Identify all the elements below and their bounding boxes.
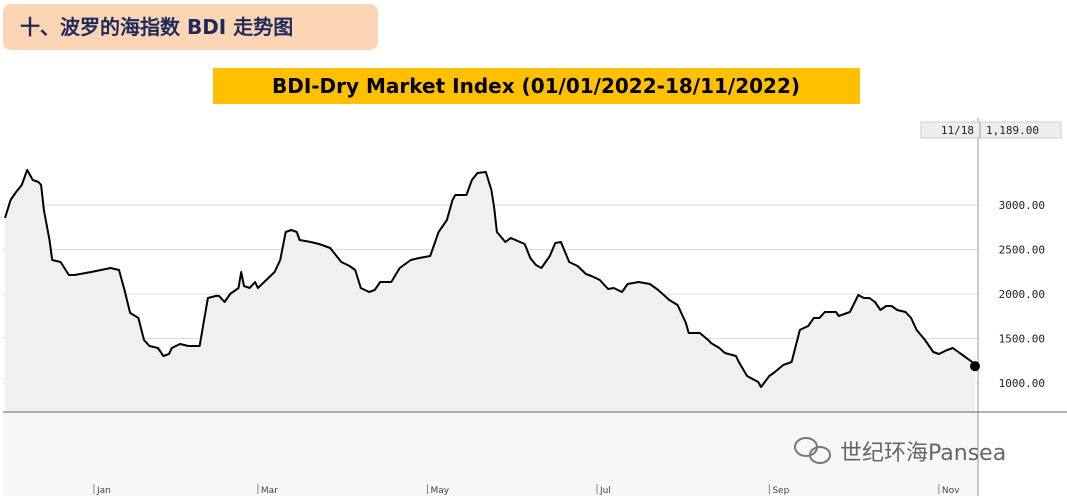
last-point xyxy=(970,361,980,372)
x-tick-label: Nov xyxy=(942,486,960,496)
x-tick-label: Jul xyxy=(599,486,611,496)
header-title: 十、波罗的海指数 BDI 走势图 xyxy=(20,15,293,39)
y-tick-label: 2500.00 xyxy=(999,243,1045,256)
x-tick-label: May xyxy=(430,486,449,496)
y-tick-label: 1000.00 xyxy=(999,377,1045,390)
y-tick-label: 3000.00 xyxy=(999,199,1045,212)
lower-panel xyxy=(3,412,978,496)
last-value-label: 1,189.00 xyxy=(986,124,1039,137)
x-tick-label: Sep xyxy=(772,486,789,496)
y-tick-label: 2000.00 xyxy=(999,288,1045,301)
watermark: 世纪环海Pansea xyxy=(840,441,1006,466)
title-box xyxy=(213,68,860,104)
line xyxy=(4,169,976,388)
x-tick-label: Mar xyxy=(261,486,278,496)
x-tick-label: Jan xyxy=(96,486,111,496)
last-value-box xyxy=(920,121,1062,139)
last-date-label: 11/18 xyxy=(941,124,974,137)
area xyxy=(5,170,975,412)
chart-title: BDI-Dry Market Index (01/01/2022-18/11/2… xyxy=(272,74,800,98)
y-tick-label: 1500.00 xyxy=(999,332,1045,345)
watermark-icon xyxy=(794,437,831,464)
header-box xyxy=(3,4,378,50)
